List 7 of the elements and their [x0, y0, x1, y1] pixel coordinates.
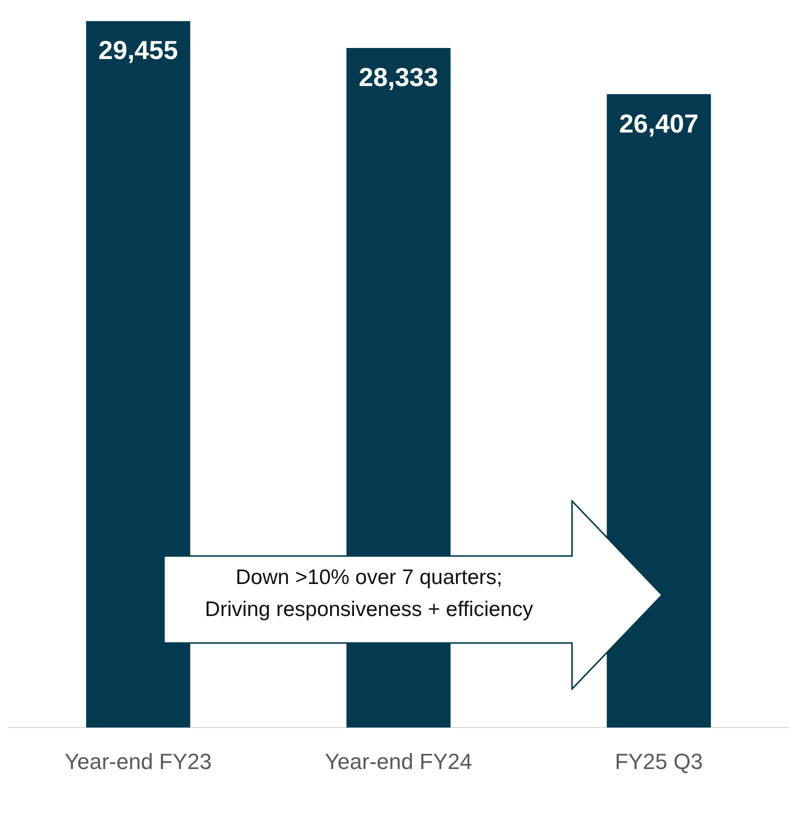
annotation: Down >10% over 7 quarters; Driving responsiveness + efficiency — [204, 565, 534, 623]
x-tick-label: Year-end FY24 — [324, 748, 472, 774]
data-label: 26,407 — [619, 108, 699, 138]
x-tick-label: FY25 Q3 — [614, 748, 703, 774]
data-label: 29,455 — [98, 35, 178, 66]
data-label: 28,333 — [358, 62, 438, 92]
x-tick-label: Year-end FY23 — [64, 748, 212, 774]
